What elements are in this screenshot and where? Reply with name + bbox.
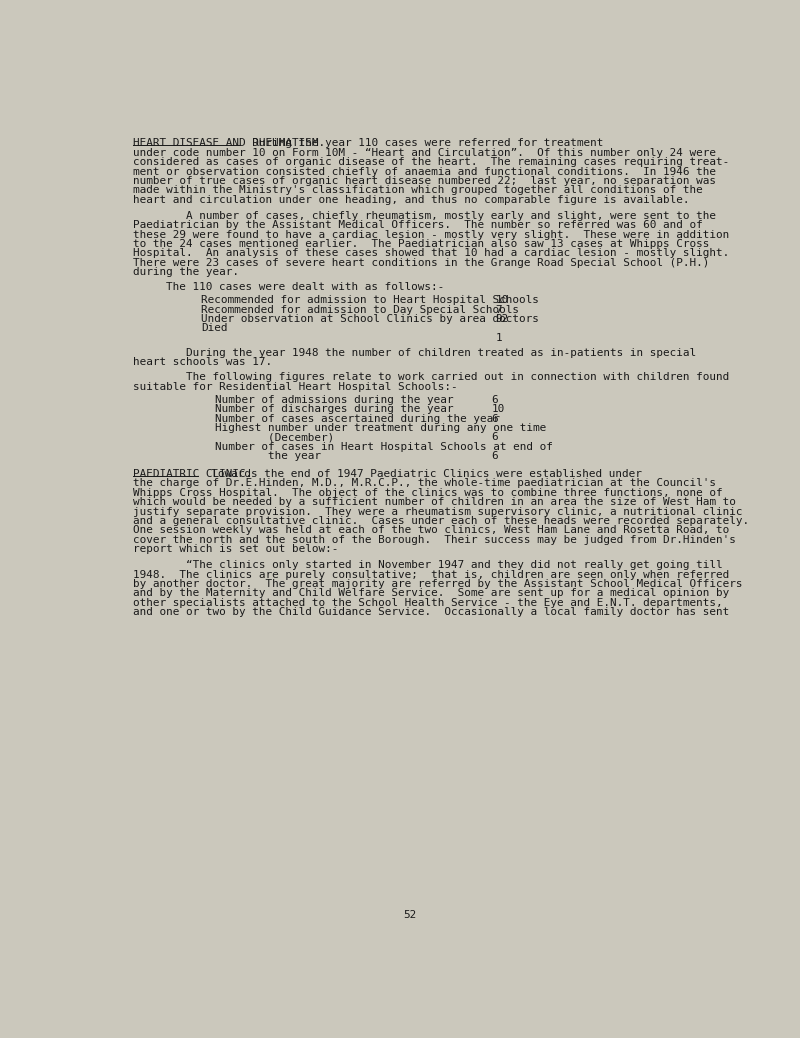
Text: 10: 10 [495,295,509,305]
Text: these 29 were found to have a cardiac lesion - mostly very slight.  These were i: these 29 were found to have a cardiac le… [133,229,729,240]
Text: heart and circulation under one heading, and thus no comparable figure is availa: heart and circulation under one heading,… [133,195,689,204]
Text: HEART DISEASE AND RHEUMATISM.: HEART DISEASE AND RHEUMATISM. [133,138,325,148]
Text: to the 24 cases mentioned earlier.  The Paediatrician also saw 13 cases at Whipp: to the 24 cases mentioned earlier. The P… [133,239,709,249]
Text: and one or two by the Child Guidance Service.  Occasionally a local family docto: and one or two by the Child Guidance Ser… [133,607,729,618]
Text: Under observation at School Clinics by area doctors: Under observation at School Clinics by a… [201,315,538,324]
Text: 6: 6 [491,394,498,405]
Text: PAEDIATRIC CLINIC.: PAEDIATRIC CLINIC. [133,469,252,480]
Text: Number of cases in Heart Hospital Schools at end of: Number of cases in Heart Hospital School… [214,442,553,452]
Text: 10: 10 [491,404,505,414]
Text: 1: 1 [495,333,502,343]
Text: Died: Died [201,324,227,333]
Text: the year: the year [214,452,321,461]
Text: “The clinics only started in November 1947 and they did not really get going til: “The clinics only started in November 19… [133,561,722,570]
Text: by another doctor.  The great majority are referred by the Assistant School Medi: by another doctor. The great majority ar… [133,579,742,589]
Text: Number of admissions during the year: Number of admissions during the year [214,394,453,405]
Text: made within the Ministry's classification which grouped together all conditions : made within the Ministry's classificatio… [133,186,702,195]
Text: There were 23 cases of severe heart conditions in the Grange Road Special School: There were 23 cases of severe heart cond… [133,257,709,268]
Text: 6: 6 [491,414,498,424]
Text: and a general consultative clinic.  Cases under each of these heads were recorde: and a general consultative clinic. Cases… [133,516,749,526]
Text: suitable for Residential Heart Hospital Schools:-: suitable for Residential Heart Hospital … [133,382,457,391]
Text: ment or observation consisted chiefly of anaemia and functional conditions.  In : ment or observation consisted chiefly of… [133,167,715,176]
Text: during the year.: during the year. [133,267,238,277]
Text: 6: 6 [491,433,498,442]
Text: 6: 6 [491,452,498,461]
Text: other specialists attached to the School Health Service - the Eye and E.N.T. dep: other specialists attached to the School… [133,598,722,608]
Text: and by the Maternity and Child Welfare Service.  Some are sent up for a medical : and by the Maternity and Child Welfare S… [133,589,729,598]
Text: justify separate provision.  They were a rheumatism supervisory clinic, a nutrit: justify separate provision. They were a … [133,507,742,517]
Text: The following figures relate to work carried out in connection with children fou: The following figures relate to work car… [133,373,729,382]
Text: During the year 1948 the number of children treated as in-patients in special: During the year 1948 the number of child… [133,348,696,358]
Text: One session weekly was held at each of the two clinics, West Ham Lane and Rosett: One session weekly was held at each of t… [133,525,729,536]
Text: Recommended for admission to Heart Hospital Schools: Recommended for admission to Heart Hospi… [201,295,538,305]
Text: Recommended for admission to Day Special Schools: Recommended for admission to Day Special… [201,305,518,315]
Text: number of true cases of organic heart disease numbered 22;  last year, no separa: number of true cases of organic heart di… [133,176,715,186]
Text: During the year 110 cases were referred for treatment: During the year 110 cases were referred … [238,138,603,148]
Text: Paediatrician by the Assistant Medical Officers.  The number so referred was 60 : Paediatrician by the Assistant Medical O… [133,220,702,230]
Text: Whipps Cross Hospital.  The object of the clinics was to combine three functions: Whipps Cross Hospital. The object of the… [133,488,722,498]
Text: cover the north and the south of the Borough.  Their success may be judged from : cover the north and the south of the Bor… [133,535,735,545]
Text: under code number 10 on Form 10M - “Heart and Circulation”.  Of this number only: under code number 10 on Form 10M - “Hear… [133,147,715,158]
Text: Towards the end of 1947 Paediatric Clinics were established under: Towards the end of 1947 Paediatric Clini… [198,469,642,480]
Text: Number of discharges during the year: Number of discharges during the year [214,404,453,414]
Text: considered as cases of organic disease of the heart.  The remaining cases requir: considered as cases of organic disease o… [133,157,729,167]
Text: the charge of Dr.E.Hinden, M.D., M.R.C.P., the whole-time paediatrician at the C: the charge of Dr.E.Hinden, M.D., M.R.C.P… [133,479,715,489]
Text: A number of cases, chiefly rheumatism, mostly early and slight, were sent to the: A number of cases, chiefly rheumatism, m… [133,211,715,221]
Text: 52: 52 [403,910,417,920]
Text: heart schools was 17.: heart schools was 17. [133,357,272,367]
Text: report which is set out below:-: report which is set out below:- [133,544,338,554]
Text: The 110 cases were dealt with as follows:-: The 110 cases were dealt with as follows… [166,282,444,292]
Text: which would be needed by a sufficient number of children in an area the size of : which would be needed by a sufficient nu… [133,497,735,508]
Text: Highest number under treatment during any one time: Highest number under treatment during an… [214,424,546,433]
Text: 92: 92 [495,315,509,324]
Text: 1948.  The clinics are purely consultative;  that is, children are seen only whe: 1948. The clinics are purely consultativ… [133,570,729,579]
Text: 7: 7 [495,305,502,315]
Text: (December): (December) [214,433,334,442]
Text: Number of cases ascertained during the year: Number of cases ascertained during the y… [214,414,499,424]
Text: Hospital.  An analysis of these cases showed that 10 had a cardiac lesion - most: Hospital. An analysis of these cases sho… [133,248,729,258]
